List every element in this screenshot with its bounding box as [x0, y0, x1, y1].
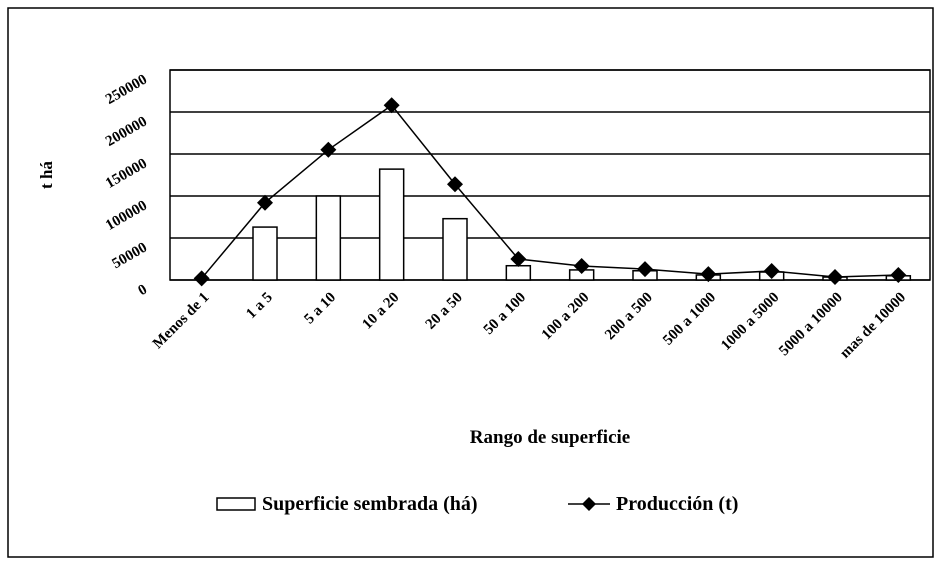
- line-marker: [890, 266, 907, 283]
- bar: [315, 195, 342, 281]
- legend-line-marker: [582, 497, 596, 511]
- bar: [505, 264, 532, 281]
- line-marker: [320, 141, 337, 158]
- bar: [378, 168, 405, 281]
- line-marker: [637, 261, 653, 278]
- frame: [7, 7, 934, 558]
- legend-bar-swatch: [216, 497, 256, 511]
- line-marker: [573, 257, 590, 274]
- line-marker: [700, 266, 717, 283]
- line-marker: [763, 263, 780, 280]
- line-marker: [447, 176, 463, 193]
- bar: [252, 226, 278, 281]
- line-marker: [827, 268, 843, 285]
- x-axis-label: Rango de superficie: [470, 427, 630, 448]
- legend-label: Superficie sembrada (há): [262, 493, 478, 515]
- line-marker: [193, 270, 210, 287]
- bar: [442, 217, 468, 281]
- line-marker: [257, 194, 273, 211]
- line: [201, 104, 899, 279]
- line-marker: [383, 97, 400, 114]
- y-axis-label: t há: [37, 161, 56, 189]
- legend-label: Producción (t): [616, 493, 738, 515]
- line-marker: [510, 251, 527, 267]
